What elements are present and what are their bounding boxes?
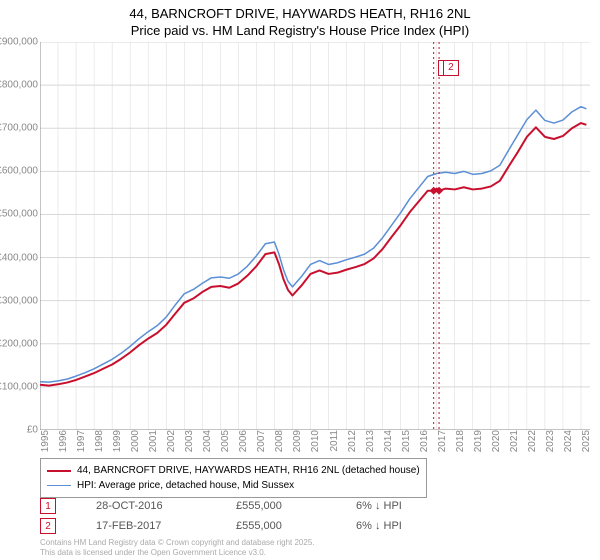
x-tick-label: 2008 [270, 430, 285, 452]
x-tick-label: 1998 [90, 430, 105, 452]
y-tick-label: £600,000 [0, 166, 40, 177]
x-tick-label: 2006 [234, 430, 249, 452]
x-tick-label: 2007 [252, 430, 267, 452]
y-tick-label: £800,000 [0, 80, 40, 91]
title-line-1: 44, BARNCROFT DRIVE, HAYWARDS HEATH, RH1… [129, 6, 470, 21]
x-tick-label: 2012 [343, 430, 358, 452]
x-tick-label: 2022 [523, 430, 538, 452]
legend-swatch-hpi [47, 485, 71, 486]
x-tick-label: 2003 [180, 430, 195, 452]
x-tick-label: 2004 [198, 430, 213, 452]
x-tick-label: 1997 [72, 430, 87, 452]
x-tick-label: 2017 [433, 430, 448, 452]
chart-container: 44, BARNCROFT DRIVE, HAYWARDS HEATH, RH1… [0, 0, 600, 560]
x-tick-label: 1996 [54, 430, 69, 452]
y-tick-label: £900,000 [0, 37, 40, 48]
y-tick-label: £200,000 [0, 338, 40, 349]
y-tick-label: £100,000 [0, 381, 40, 392]
legend-label-price-paid: 44, BARNCROFT DRIVE, HAYWARDS HEATH, RH1… [77, 463, 420, 478]
plot-area: £0£100,000£200,000£300,000£400,000£500,0… [40, 42, 590, 430]
x-tick-label: 2019 [469, 430, 484, 452]
chart-sale-marker: 2 [443, 60, 459, 76]
legend-row-2: HPI: Average price, detached house, Mid … [47, 478, 420, 493]
sale-price-2: £555,000 [236, 520, 316, 532]
footer-attribution: Contains HM Land Registry data © Crown c… [40, 538, 315, 557]
x-tick-label: 2001 [144, 430, 159, 452]
x-tick-label: 2005 [216, 430, 231, 452]
x-tick-label: 2014 [379, 430, 394, 452]
sale-marker-2: 2 [40, 518, 56, 534]
x-tick-label: 2018 [451, 430, 466, 452]
x-tick-label: 2024 [559, 430, 574, 452]
sale-date-2: 17-FEB-2017 [96, 520, 196, 532]
footer-line-2: This data is licensed under the Open Gov… [40, 548, 266, 557]
x-tick-label: 2023 [541, 430, 556, 452]
x-tick-label: 2020 [487, 430, 502, 452]
x-tick-label: 2010 [306, 430, 321, 452]
x-tick-label: 2016 [415, 430, 430, 452]
x-tick-label: 2025 [577, 430, 592, 452]
sale-price-1: £555,000 [236, 500, 316, 512]
sale-delta-1: 6% ↓ HPI [356, 500, 456, 512]
legend-label-hpi: HPI: Average price, detached house, Mid … [77, 478, 294, 493]
footer-line-1: Contains HM Land Registry data © Crown c… [40, 538, 315, 547]
y-tick-label: £300,000 [0, 295, 40, 306]
title-line-2: Price paid vs. HM Land Registry's House … [131, 23, 469, 38]
x-tick-label: 2021 [505, 430, 520, 452]
sale-date-1: 28-OCT-2016 [96, 500, 196, 512]
plot-svg [40, 42, 590, 430]
legend-box: 44, BARNCROFT DRIVE, HAYWARDS HEATH, RH1… [40, 458, 427, 498]
y-tick-label: £700,000 [0, 123, 40, 134]
sales-row-1: 1 28-OCT-2016 £555,000 6% ↓ HPI [40, 498, 580, 514]
chart-title: 44, BARNCROFT DRIVE, HAYWARDS HEATH, RH1… [0, 0, 600, 40]
x-tick-label: 2009 [288, 430, 303, 452]
x-tick-label: 2000 [126, 430, 141, 452]
sale-delta-2: 6% ↓ HPI [356, 520, 456, 532]
sales-row-2: 2 17-FEB-2017 £555,000 6% ↓ HPI [40, 518, 580, 534]
sales-table: 1 28-OCT-2016 £555,000 6% ↓ HPI 2 17-FEB… [40, 498, 580, 538]
x-tick-label: 2015 [397, 430, 412, 452]
y-tick-label: £500,000 [0, 209, 40, 220]
x-tick-label: 2013 [361, 430, 376, 452]
x-tick-label: 1999 [108, 430, 123, 452]
legend-row-1: 44, BARNCROFT DRIVE, HAYWARDS HEATH, RH1… [47, 463, 420, 478]
sale-marker-1: 1 [40, 498, 56, 514]
y-tick-label: £400,000 [0, 252, 40, 263]
legend-swatch-price-paid [47, 470, 71, 472]
x-tick-label: 2011 [325, 430, 340, 452]
x-tick-label: 1995 [36, 430, 51, 452]
x-tick-label: 2002 [162, 430, 177, 452]
